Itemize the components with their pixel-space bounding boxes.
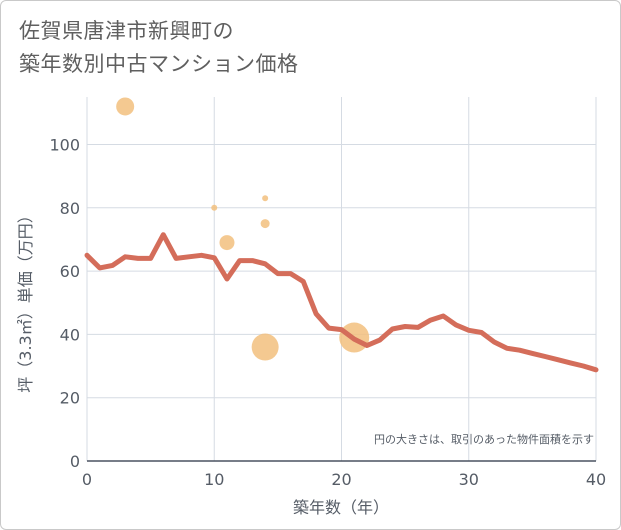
y-tick-label: 0: [70, 452, 80, 471]
transaction-bubble: [251, 333, 279, 361]
grid-lines: [86, 97, 597, 462]
y-axis-title: 坪（3.3㎡）単価（万円）: [16, 207, 35, 392]
chart-title-line-1: 佐賀県唐津市新興町の: [19, 19, 234, 43]
transaction-bubble: [211, 204, 218, 211]
y-tick-label: 20: [60, 389, 80, 408]
y-tick-label: 60: [60, 262, 80, 281]
transaction-bubble: [262, 195, 269, 202]
y-tick-labels: 0 20 40 60 80 100: [49, 135, 80, 471]
chart-title-line-2: 築年数別中古マンション価格: [19, 52, 299, 76]
x-tick-label: 30: [459, 470, 479, 489]
y-tick-label: 100: [49, 135, 80, 154]
y-tick-label: 40: [60, 325, 80, 344]
y-tick-label: 80: [60, 199, 80, 218]
x-tick-label: 20: [331, 470, 351, 489]
transaction-bubble: [260, 219, 270, 229]
x-axis-title: 築年数（年）: [293, 498, 389, 517]
transaction-bubble: [219, 235, 235, 251]
transaction-bubble: [116, 97, 135, 116]
x-tick-label: 10: [204, 470, 224, 489]
x-tick-label: 0: [82, 470, 92, 489]
x-tick-label: 40: [586, 470, 606, 489]
price-trend-line: [84, 232, 599, 373]
chart-title: 佐賀県唐津市新興町の 築年数別中古マンション価格: [19, 15, 299, 81]
bubble-size-note: 円の大きさは、取引のあった物件面積を示す: [374, 432, 594, 446]
x-tick-labels: 0 10 20 30 40: [82, 470, 606, 489]
